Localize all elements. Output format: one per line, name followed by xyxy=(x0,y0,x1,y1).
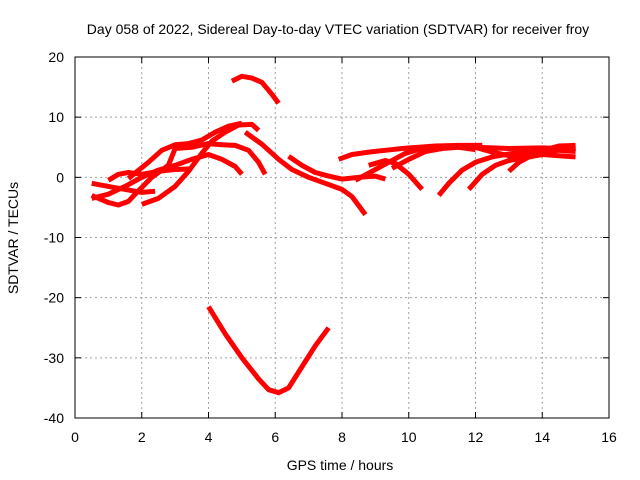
series-arc-5 xyxy=(140,121,261,207)
x-axis-label: GPS time / hours xyxy=(287,457,394,473)
x-tick-label: 14 xyxy=(534,429,550,445)
x-tick-label: 8 xyxy=(338,429,346,445)
series-arc-3 xyxy=(91,152,244,201)
grid-lines xyxy=(75,57,609,418)
series-arc-2 xyxy=(90,141,268,208)
x-tick-label: 16 xyxy=(601,429,617,445)
y-tick-label: -10 xyxy=(44,230,64,246)
series-arc-4 xyxy=(107,166,192,183)
y-tick-label: -20 xyxy=(44,290,64,306)
axis-ticks xyxy=(74,56,610,419)
y-tick-label: 10 xyxy=(48,109,64,125)
series-arc-9 xyxy=(287,154,387,182)
y-tick-label: -30 xyxy=(44,350,64,366)
series-arc-14 xyxy=(390,144,476,171)
y-tick-label: -40 xyxy=(44,410,64,426)
x-tick-label: 2 xyxy=(138,429,146,445)
x-tick-label: 6 xyxy=(271,429,279,445)
series-arc-7 xyxy=(230,73,281,105)
series-arc-18 xyxy=(507,146,576,174)
x-tick-label: 12 xyxy=(468,429,484,445)
x-tick-label: 4 xyxy=(205,429,213,445)
series-arc-6 xyxy=(126,120,243,181)
y-axis-label: SDTVAR / TECUs xyxy=(5,182,21,294)
y-tick-label: 20 xyxy=(48,49,64,65)
chart-title: Day 058 of 2022, Sidereal Day-to-day VTE… xyxy=(87,21,589,37)
series-arc-13 xyxy=(368,158,424,192)
y-tick-label: 0 xyxy=(56,169,64,185)
series-arc-16 xyxy=(466,152,576,192)
series-arc-1 xyxy=(91,180,156,195)
series-group xyxy=(90,73,576,396)
x-tick-label: 0 xyxy=(71,429,79,445)
series-arc-8 xyxy=(243,130,368,217)
x-tick-label: 10 xyxy=(401,429,417,445)
series-arc-17 xyxy=(474,142,576,159)
series-arc-10 xyxy=(206,305,331,396)
tick-labels: 0 2 4 6 8 10 12 14 16 -40 -30 -20 -10 0 10 20 xyxy=(44,49,617,445)
